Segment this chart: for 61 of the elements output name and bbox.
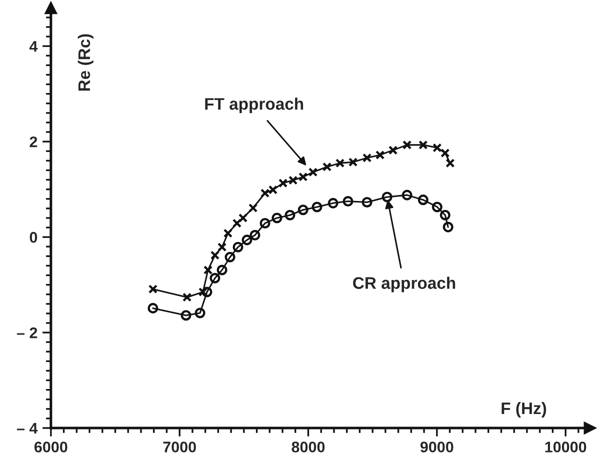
point <box>223 228 233 238</box>
point <box>362 153 372 162</box>
point <box>308 168 318 177</box>
point <box>418 194 428 206</box>
point <box>298 172 308 182</box>
point <box>328 198 338 208</box>
point <box>148 284 158 294</box>
point <box>348 158 358 167</box>
point <box>298 204 308 216</box>
point <box>440 210 450 220</box>
point <box>260 218 270 228</box>
point <box>402 190 412 200</box>
point <box>198 287 208 297</box>
point <box>148 302 158 314</box>
point <box>232 242 244 252</box>
y-tick-label: – 4 <box>16 423 38 434</box>
point <box>250 230 260 240</box>
point <box>375 150 385 160</box>
x-tick-label: 7000 <box>163 442 196 452</box>
x-tick-label: 9000 <box>420 442 454 452</box>
annotation: CR approach <box>353 276 456 292</box>
point <box>203 265 213 275</box>
point <box>322 162 332 172</box>
point <box>224 252 236 262</box>
point <box>402 140 412 150</box>
y-tick-label: 2 <box>30 136 38 148</box>
point <box>248 203 258 213</box>
point <box>432 202 442 212</box>
point <box>312 202 322 212</box>
point <box>217 242 227 252</box>
annotation: FT approach <box>205 98 304 114</box>
point <box>180 310 192 321</box>
point <box>182 292 192 302</box>
y-tick-label: – 2 <box>16 327 38 338</box>
point <box>342 196 354 207</box>
point <box>440 148 450 158</box>
y-axis-title: Re (Rc) <box>78 34 94 91</box>
point <box>210 250 220 260</box>
point <box>284 210 296 220</box>
point <box>202 286 212 298</box>
point <box>194 308 206 318</box>
x-tick-label: 8000 <box>292 442 325 452</box>
x-tick-label: 10000 <box>545 442 586 452</box>
point <box>418 140 428 150</box>
y-tick-label: 4 <box>29 41 38 52</box>
point <box>242 234 252 246</box>
point <box>238 213 248 223</box>
point <box>362 196 372 208</box>
y-tick-label: 0 <box>30 232 38 243</box>
x-axis-title: F (Hz) <box>502 402 546 418</box>
point <box>446 158 455 168</box>
point <box>232 218 242 228</box>
point <box>442 222 454 232</box>
point <box>272 212 282 224</box>
point <box>216 264 228 276</box>
point <box>432 143 442 152</box>
point <box>210 272 220 284</box>
point <box>382 192 392 202</box>
x-tick-label: 6000 <box>34 442 68 452</box>
point <box>335 158 345 168</box>
point <box>388 146 398 155</box>
